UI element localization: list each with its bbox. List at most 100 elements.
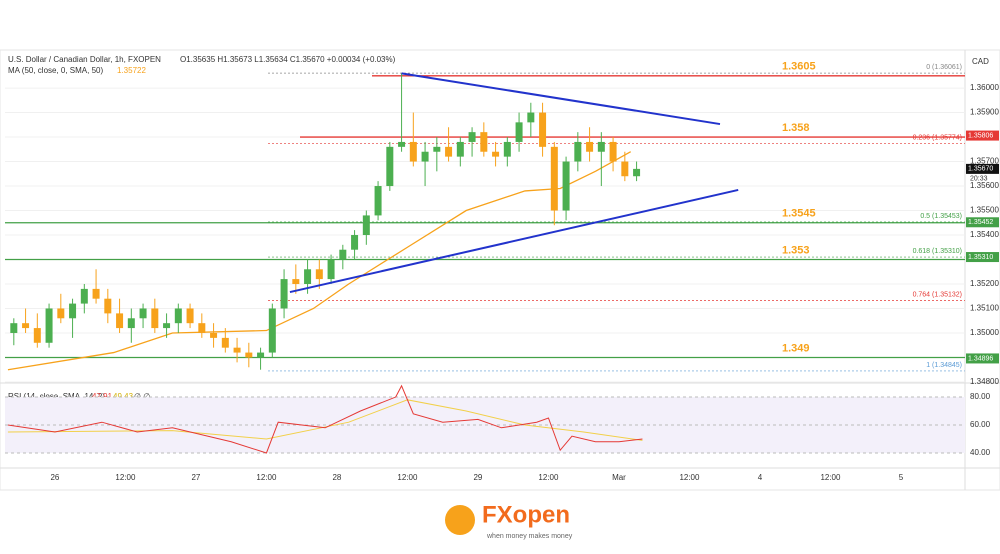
x-tick-label: 27 xyxy=(191,473,200,482)
ohlc-text: O1.35635 H1.35673 L1.35634 C1.35670 +0.0… xyxy=(180,55,396,64)
candle-body xyxy=(198,323,206,333)
candle-body xyxy=(151,308,159,329)
logo-tagline: when money makes money xyxy=(486,533,573,540)
candle-body xyxy=(327,259,335,280)
price-tag xyxy=(966,252,999,263)
trend-line xyxy=(289,188,739,294)
candle-body xyxy=(456,141,464,157)
candle-body xyxy=(398,141,406,147)
level-label: 1.353 xyxy=(782,244,810,256)
price-tag-label: 1.35452 xyxy=(968,219,993,226)
candle-body xyxy=(515,122,523,142)
rsi-line xyxy=(7,384,643,454)
candle-body xyxy=(186,308,194,324)
candle-body xyxy=(351,235,359,250)
candle-body xyxy=(374,186,382,216)
price-tag-label: 1.35310 xyxy=(968,254,993,261)
candle-body xyxy=(233,347,241,353)
candle-body xyxy=(339,249,347,260)
countdown: 20:33 xyxy=(970,176,988,183)
level-label: 1.349 xyxy=(782,342,810,354)
ma-label: MA (50, close, 0, SMA, 50) xyxy=(8,66,103,75)
candle-body xyxy=(57,308,65,319)
y-tick-label: 1.35600 xyxy=(970,181,999,190)
candle-body xyxy=(539,112,547,147)
price-tag-label: 1.35670 xyxy=(968,166,993,173)
rsi-sma-value: 49.43 xyxy=(113,392,134,401)
x-tick-label: 28 xyxy=(332,473,341,482)
level-label: 1.358 xyxy=(782,122,810,134)
price-tag xyxy=(966,163,999,174)
rsi-title: RSI (14, close, SMA, 14, 2) xyxy=(8,392,105,401)
candle-body xyxy=(245,352,253,358)
price-tag xyxy=(966,353,999,364)
x-tick-label: 29 xyxy=(473,473,482,482)
price-tag-label: 1.35806 xyxy=(968,132,993,139)
y-tick-label: 1.35500 xyxy=(970,206,999,215)
candle-body xyxy=(104,298,112,314)
candle-body xyxy=(609,141,617,162)
fib-label: 0.5 (1.35453) xyxy=(920,213,962,220)
x-tick-label: 12:00 xyxy=(115,473,136,482)
candle-body xyxy=(480,132,488,152)
candle-body xyxy=(586,141,594,152)
y-tick-label: 60.00 xyxy=(970,420,991,429)
y-tick-label: 1.34800 xyxy=(970,377,999,386)
rsi-extra: ∅ ∅ xyxy=(134,392,150,401)
candle-body xyxy=(362,215,370,236)
candle-body xyxy=(574,141,582,162)
x-tick-label: 12:00 xyxy=(256,473,277,482)
fib-label: 0 (1.36061) xyxy=(926,64,962,71)
candle-body xyxy=(433,146,441,152)
currency: CAD xyxy=(972,57,989,66)
candle-body xyxy=(163,323,171,329)
level-label: 1.3545 xyxy=(782,208,816,220)
candle-body xyxy=(550,146,558,211)
candle-body xyxy=(527,112,535,123)
candle-body xyxy=(10,323,18,333)
candle-body xyxy=(221,337,229,348)
x-tick-label: 12:00 xyxy=(397,473,418,482)
candle-body xyxy=(315,269,323,280)
y-tick-label: 40.00 xyxy=(970,448,991,457)
candle-body xyxy=(257,352,265,358)
x-tick-label: 12:00 xyxy=(538,473,559,482)
ma-value: 1.35722 xyxy=(117,66,146,75)
price-tag xyxy=(966,217,999,228)
logo-icon xyxy=(445,505,475,535)
candle-body xyxy=(45,308,53,343)
candle-body xyxy=(80,288,88,304)
candle-body xyxy=(127,318,135,329)
candle-body xyxy=(562,161,570,211)
candle-body xyxy=(597,141,605,152)
x-tick-label: 26 xyxy=(50,473,59,482)
price-tag-label: 1.34896 xyxy=(968,355,993,362)
candle-body xyxy=(268,308,276,353)
candle-body xyxy=(116,313,124,329)
candle-body xyxy=(304,269,312,284)
x-tick-label: 12:00 xyxy=(820,473,841,482)
y-tick-label: 80.00 xyxy=(970,392,991,401)
y-tick-label: 1.36000 xyxy=(970,83,999,92)
candle-body xyxy=(210,332,218,338)
y-tick-label: 1.35200 xyxy=(970,279,999,288)
candle-body xyxy=(409,141,417,162)
trend-line xyxy=(401,72,721,126)
x-tick-label: Mar xyxy=(612,473,626,482)
candle-body xyxy=(445,146,453,157)
price-tag xyxy=(966,130,999,141)
x-tick-label: 4 xyxy=(758,473,763,482)
candle-body xyxy=(33,328,41,343)
logo-brand: FXopen xyxy=(482,501,570,528)
candle-body xyxy=(421,151,429,162)
y-tick-label: 1.35400 xyxy=(970,230,999,239)
candle-body xyxy=(174,308,182,324)
level-label: 1.3605 xyxy=(782,61,816,73)
symbol-title: U.S. Dollar / Canadian Dollar, 1h, FXOPE… xyxy=(8,55,161,64)
fib-label: 0.618 (1.35310) xyxy=(913,248,962,255)
candle-body xyxy=(633,168,641,177)
y-tick-label: 1.35700 xyxy=(970,157,999,166)
fib-label: 1 (1.34845) xyxy=(926,362,962,369)
candle-body xyxy=(386,146,394,187)
y-tick-label: 1.35900 xyxy=(970,108,999,117)
